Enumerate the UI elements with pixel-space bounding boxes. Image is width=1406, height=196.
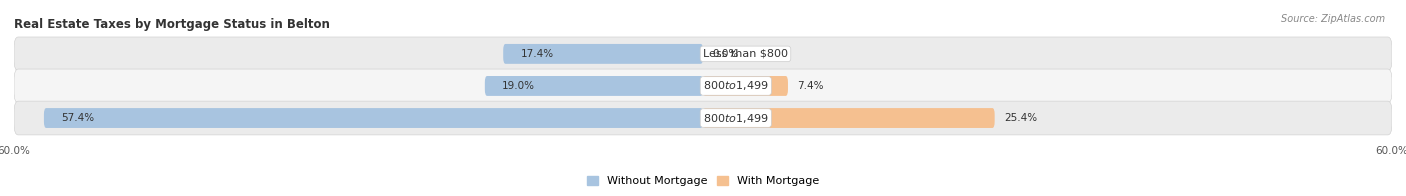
Text: Real Estate Taxes by Mortgage Status in Belton: Real Estate Taxes by Mortgage Status in …: [14, 18, 330, 31]
FancyBboxPatch shape: [14, 101, 1392, 135]
Text: 19.0%: 19.0%: [502, 81, 536, 91]
Text: 17.4%: 17.4%: [520, 49, 554, 59]
FancyBboxPatch shape: [703, 108, 994, 128]
Text: Less than $800: Less than $800: [703, 49, 787, 59]
Text: Source: ZipAtlas.com: Source: ZipAtlas.com: [1281, 14, 1385, 24]
FancyBboxPatch shape: [14, 37, 1392, 71]
FancyBboxPatch shape: [44, 108, 703, 128]
FancyBboxPatch shape: [503, 44, 703, 64]
FancyBboxPatch shape: [703, 76, 787, 96]
Text: $800 to $1,499: $800 to $1,499: [703, 79, 769, 93]
FancyBboxPatch shape: [485, 76, 703, 96]
Text: 57.4%: 57.4%: [60, 113, 94, 123]
Text: $800 to $1,499: $800 to $1,499: [703, 112, 769, 124]
Legend: Without Mortgage, With Mortgage: Without Mortgage, With Mortgage: [582, 172, 824, 191]
Text: 7.4%: 7.4%: [797, 81, 824, 91]
Text: 0.0%: 0.0%: [713, 49, 738, 59]
Text: 25.4%: 25.4%: [1004, 113, 1038, 123]
FancyBboxPatch shape: [14, 69, 1392, 103]
